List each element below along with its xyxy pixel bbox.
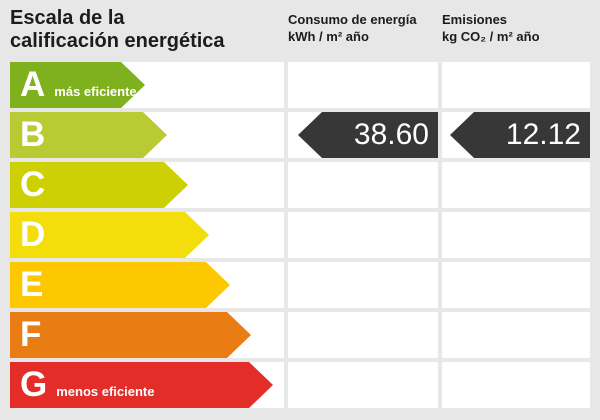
rating-letter: C — [20, 165, 46, 204]
rating-bar-g: G menos eficiente — [10, 362, 273, 408]
column-header-emisiones: Emisiones kg CO₂ / m² año — [442, 11, 540, 45]
rating-letter: A — [20, 65, 46, 104]
rating-letter: E — [20, 265, 44, 304]
consumo-header-line2: kWh / m² año — [288, 29, 369, 44]
rating-bar-d: D — [10, 212, 209, 258]
consumo-cell — [288, 312, 438, 358]
page-title: Escala de la calificación energética — [10, 7, 280, 53]
consumo-cell — [288, 212, 438, 258]
rating-letter: G — [20, 365, 48, 404]
rating-note: más eficiente — [54, 84, 137, 99]
emisiones-cell — [442, 262, 590, 308]
rating-letter: B — [20, 115, 46, 154]
rating-bar-f: F — [10, 312, 251, 358]
consumo-cell — [288, 262, 438, 308]
column-header-consumo: Consumo de energía kWh / m² año — [288, 11, 417, 45]
emisiones-value: 12.12 — [505, 118, 581, 151]
consumo-cell — [288, 362, 438, 408]
page-title-line2: calificación energética — [10, 30, 225, 52]
consumo-cell — [288, 62, 438, 108]
rating-bar-a: A más eficiente — [10, 62, 145, 108]
rating-bar-b: B — [10, 112, 167, 158]
emisiones-cell — [442, 62, 590, 108]
emisiones-cell — [442, 162, 590, 208]
emisiones-cell — [442, 312, 590, 358]
emisiones-header-line2: kg CO₂ / m² año — [442, 29, 540, 44]
consumo-value-badge: 38.60 — [298, 112, 438, 158]
emisiones-cell — [442, 362, 590, 408]
rating-letter: F — [20, 315, 42, 354]
emisiones-header-line1: Emisiones — [442, 12, 508, 27]
consumo-header-line1: Consumo de energía — [288, 12, 417, 27]
consumo-value: 38.60 — [353, 118, 429, 151]
rating-letter: D — [20, 215, 46, 254]
rating-bar-c: C — [10, 162, 188, 208]
consumo-cell — [288, 162, 438, 208]
emisiones-value-badge: 12.12 — [450, 112, 590, 158]
emisiones-cell — [442, 212, 590, 258]
page-title-line1: Escala de la — [10, 7, 125, 29]
rating-note: menos eficiente — [56, 384, 155, 399]
rating-bar-e: E — [10, 262, 230, 308]
